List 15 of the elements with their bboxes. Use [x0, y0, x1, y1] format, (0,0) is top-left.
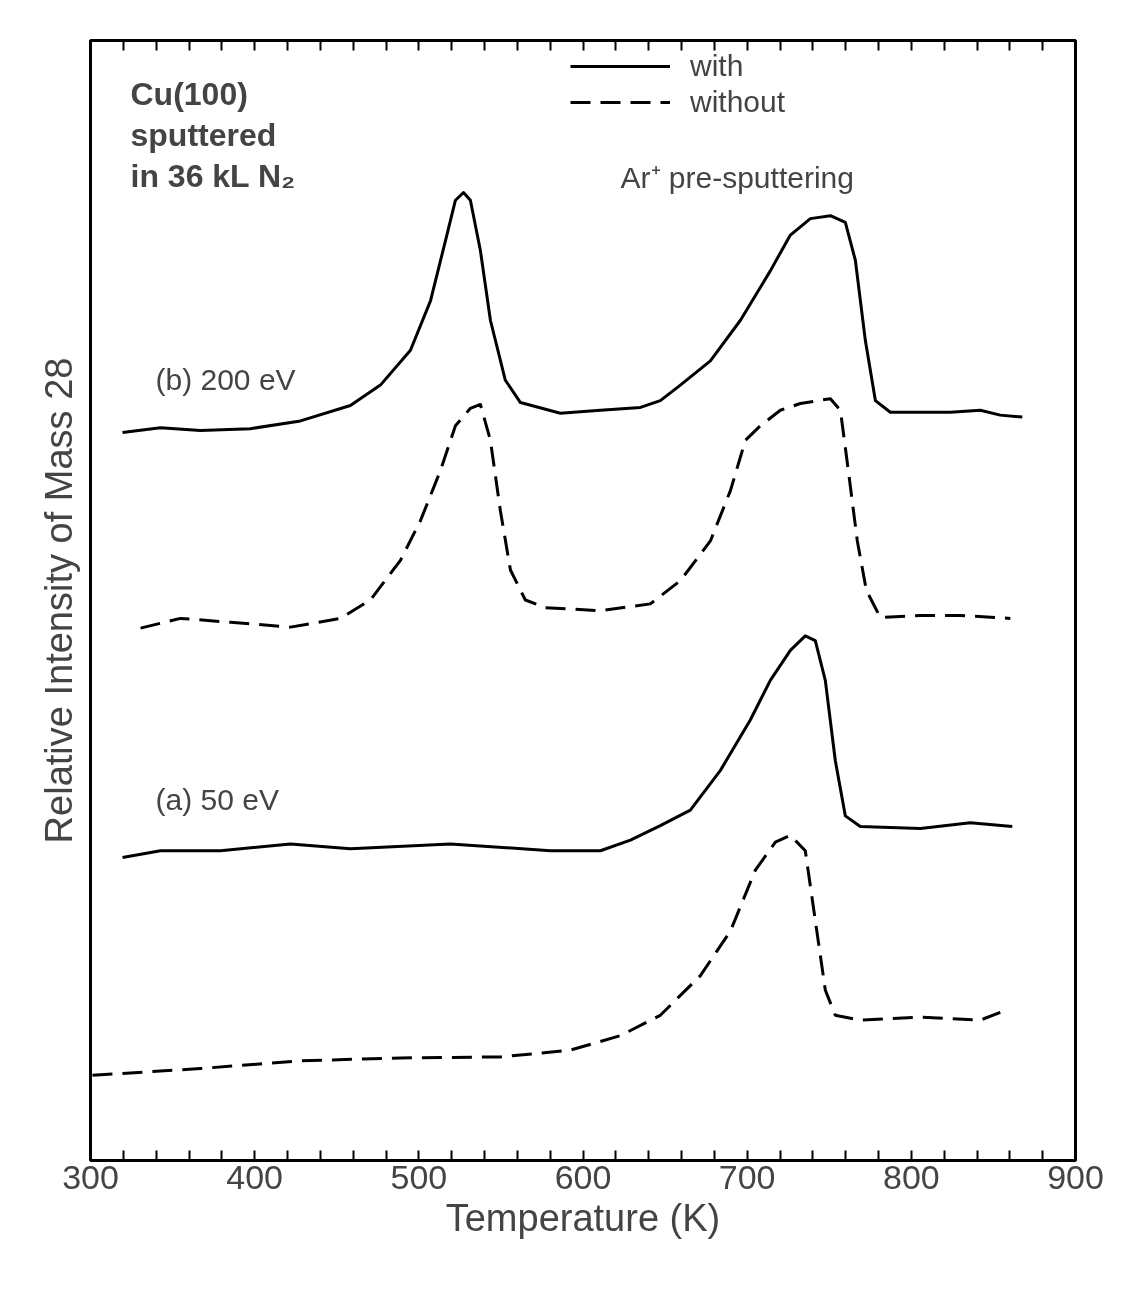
- y-axis-title: Relative Intensity of Mass 28: [37, 357, 80, 844]
- annotation: Cu(100) sputtered in 36 kL N₂: [130, 75, 296, 195]
- annotation: (a) 50 eV: [155, 782, 279, 816]
- annotation: Ar⁺ pre-sputtering: [620, 160, 854, 194]
- x-tick-label: 900: [1047, 1157, 1104, 1196]
- x-tick-label: 300: [62, 1157, 119, 1196]
- x-axis-title: Temperature (K): [445, 1196, 721, 1239]
- legend-label: with: [690, 48, 744, 84]
- x-tick-label: 400: [226, 1157, 284, 1196]
- x-tick-label: 500: [390, 1157, 448, 1196]
- x-tick-label: 600: [554, 1157, 612, 1196]
- x-tick-label: 700: [718, 1157, 776, 1196]
- x-tick-label: 800: [882, 1157, 940, 1196]
- legend-label: without: [690, 84, 786, 120]
- annotation: (b) 200 eV: [155, 362, 296, 396]
